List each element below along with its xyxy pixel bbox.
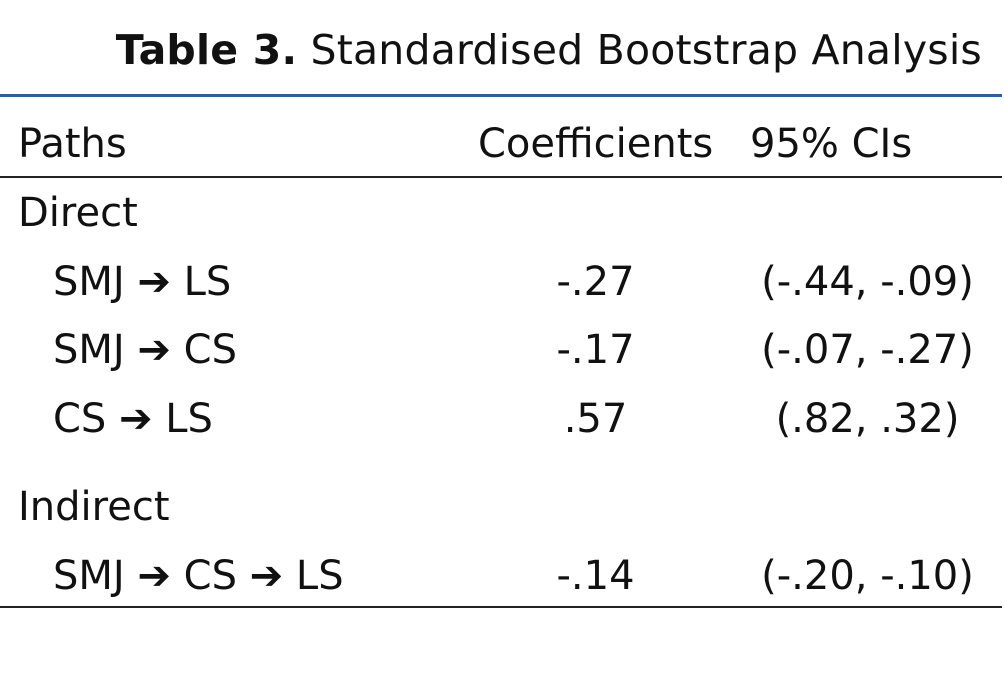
row-coefficient: -.17 bbox=[556, 327, 635, 373]
row-ci: (-.07, -.27) bbox=[761, 327, 974, 373]
column-header-paths: Paths bbox=[18, 121, 127, 167]
top-rule bbox=[0, 94, 1002, 97]
header-rule bbox=[0, 176, 1002, 178]
table-caption: Table 3. Standardised Bootstrap Analysis bbox=[116, 30, 982, 71]
column-header-coefficients: Coefficients bbox=[478, 121, 714, 167]
row-coefficient: -.27 bbox=[556, 259, 635, 305]
row-coefficient: .57 bbox=[563, 396, 628, 442]
row-ci: (.82, .32) bbox=[775, 396, 960, 442]
section-heading-indirect: Indirect bbox=[18, 484, 170, 530]
row-path: SMJ ➔ LS bbox=[53, 259, 232, 305]
row-path: SMJ ➔ CS ➔ LS bbox=[53, 553, 344, 599]
bottom-rule bbox=[0, 606, 1002, 608]
column-header-ci: 95% CIs bbox=[750, 121, 913, 167]
section-heading-direct: Direct bbox=[18, 190, 138, 236]
row-ci: (-.20, -.10) bbox=[761, 553, 974, 599]
row-path: SMJ ➔ CS bbox=[53, 327, 237, 373]
row-path: CS ➔ LS bbox=[53, 396, 213, 442]
table-caption-title: Standardised Bootstrap Analysis bbox=[310, 26, 982, 74]
table-caption-label: Table 3. bbox=[115, 26, 298, 74]
row-coefficient: -.14 bbox=[556, 553, 635, 599]
row-ci: (-.44, -.09) bbox=[761, 259, 974, 305]
